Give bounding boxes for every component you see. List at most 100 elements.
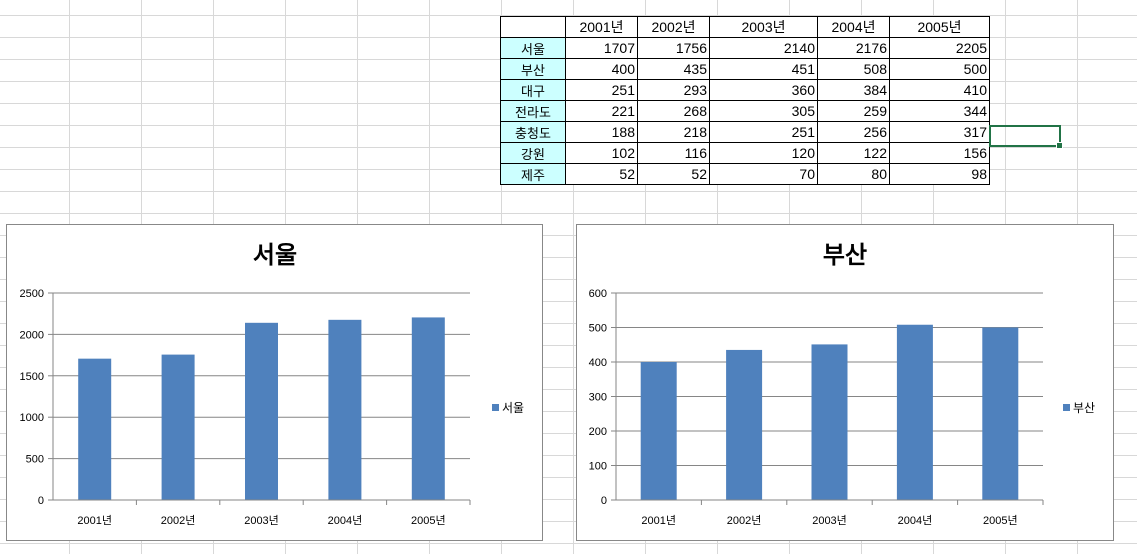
value-cell[interactable]: 122 xyxy=(817,142,890,164)
value-cell[interactable]: 120 xyxy=(709,142,818,164)
table-row: 부산 400 435 451 508 500 xyxy=(500,58,990,80)
y-tick-label: 0 xyxy=(38,495,44,507)
value-cell[interactable]: 500 xyxy=(889,58,990,80)
row-header-cell[interactable]: 대구 xyxy=(500,79,566,101)
y-tick-label: 100 xyxy=(589,461,607,473)
value-cell[interactable]: 508 xyxy=(817,58,890,80)
y-tick-label: 500 xyxy=(589,323,607,335)
value-cell[interactable]: 1707 xyxy=(565,37,638,59)
value-cell[interactable]: 116 xyxy=(637,142,710,164)
value-cell[interactable]: 98 xyxy=(889,163,990,185)
row-header-cell[interactable]: 전라도 xyxy=(500,100,566,122)
table-row: 전라도 221 268 305 259 344 xyxy=(500,100,990,122)
value-cell[interactable]: 259 xyxy=(817,100,890,122)
bar[interactable] xyxy=(896,324,933,500)
x-tick-label: 2003년 xyxy=(244,514,279,527)
value-cell[interactable]: 293 xyxy=(637,79,710,101)
value-cell[interactable]: 52 xyxy=(637,163,710,185)
y-tick-label: 300 xyxy=(589,392,607,404)
header-cell[interactable]: 2003년 xyxy=(709,16,818,38)
value-cell[interactable]: 80 xyxy=(817,163,890,185)
value-cell[interactable]: 2176 xyxy=(817,37,890,59)
header-cell[interactable]: 2001년 xyxy=(565,16,638,38)
x-tick-label: 2004년 xyxy=(328,514,363,527)
x-tick-label: 2004년 xyxy=(898,514,933,527)
bar[interactable] xyxy=(726,349,763,500)
x-tick-label: 2002년 xyxy=(727,514,762,527)
data-table: 2001년 2002년 2003년 2004년 2005년 서울 1707 17… xyxy=(500,16,990,185)
value-cell[interactable]: 400 xyxy=(565,58,638,80)
header-cell-corner[interactable] xyxy=(500,16,566,38)
table-row: 서울 1707 1756 2140 2176 2205 xyxy=(500,37,990,59)
chart-seoul-svg: 서울 0 500 1000 1500 2000 2500 2001년 2002년 2003년 200… xyxy=(20,241,525,527)
active-cell-selection[interactable] xyxy=(989,125,1063,149)
header-cell[interactable]: 2004년 xyxy=(817,16,890,38)
value-cell[interactable]: 268 xyxy=(637,100,710,122)
header-cell[interactable]: 2005년 xyxy=(889,16,990,38)
legend-label: 서울 xyxy=(502,401,524,415)
x-tick-label: 2005년 xyxy=(983,514,1018,527)
chart-title: 서울 xyxy=(253,241,297,269)
value-cell[interactable]: 2140 xyxy=(709,37,818,59)
value-cell[interactable]: 52 xyxy=(565,163,638,185)
bar[interactable] xyxy=(245,322,278,500)
header-cell[interactable]: 2002년 xyxy=(637,16,710,38)
row-header-cell[interactable]: 부산 xyxy=(500,58,566,80)
y-tick-label: 500 xyxy=(26,454,44,466)
table-header-row: 2001년 2002년 2003년 2004년 2005년 xyxy=(500,16,990,38)
x-tick-label: 2002년 xyxy=(161,514,196,527)
row-header-cell[interactable]: 충청도 xyxy=(500,121,566,143)
legend-label: 부산 xyxy=(1073,401,1095,415)
y-tick-label: 200 xyxy=(589,426,607,438)
y-tick-label: 0 xyxy=(601,495,607,507)
legend-swatch xyxy=(492,404,499,411)
y-tick-label: 400 xyxy=(589,357,607,369)
bar[interactable] xyxy=(411,317,445,500)
x-tick-label: 2005년 xyxy=(411,514,446,527)
table-row: 대구 251 293 360 384 410 xyxy=(500,79,990,101)
chart-busan-svg: 부산 0 100 200 300 400 500 600 2001년 2002년 2003년 2004… xyxy=(589,241,1095,527)
value-cell[interactable]: 251 xyxy=(565,79,638,101)
value-cell[interactable]: 317 xyxy=(889,121,990,143)
y-tick-label: 2000 xyxy=(20,329,44,341)
bar[interactable] xyxy=(161,354,195,500)
value-cell[interactable]: 221 xyxy=(565,100,638,122)
row-header-cell[interactable]: 제주 xyxy=(500,163,566,185)
value-cell[interactable]: 1756 xyxy=(637,37,710,59)
value-cell[interactable]: 305 xyxy=(709,100,818,122)
value-cell[interactable]: 344 xyxy=(889,100,990,122)
y-tick-label: 2500 xyxy=(20,288,44,300)
table-row: 제주 52 52 70 80 98 xyxy=(500,163,990,185)
chart-busan[interactable]: 부산 0 100 200 300 400 500 600 2001년 2002년 2003년 2004… xyxy=(576,224,1114,541)
value-cell[interactable]: 360 xyxy=(709,79,818,101)
chart-title: 부산 xyxy=(823,241,867,269)
row-header-cell[interactable]: 서울 xyxy=(500,37,566,59)
value-cell[interactable]: 70 xyxy=(709,163,818,185)
chart-seoul[interactable]: 서울 0 500 1000 1500 2000 2500 2001년 2002년 2003년 200… xyxy=(6,224,543,541)
bar[interactable] xyxy=(982,327,1019,501)
bar[interactable] xyxy=(811,344,848,500)
value-cell[interactable]: 156 xyxy=(889,142,990,164)
value-cell[interactable]: 451 xyxy=(709,58,818,80)
bar[interactable] xyxy=(640,362,677,500)
bar[interactable] xyxy=(328,319,362,500)
y-tick-label: 1000 xyxy=(20,412,44,424)
y-tick-label: 1500 xyxy=(20,371,44,383)
row-header-cell[interactable]: 강원 xyxy=(500,142,566,164)
y-tick-label: 600 xyxy=(589,288,607,300)
x-tick-label: 2003년 xyxy=(812,514,847,527)
value-cell[interactable]: 188 xyxy=(565,121,638,143)
value-cell[interactable]: 256 xyxy=(817,121,890,143)
value-cell[interactable]: 384 xyxy=(817,79,890,101)
value-cell[interactable]: 218 xyxy=(637,121,710,143)
value-cell[interactable]: 435 xyxy=(637,58,710,80)
table-row: 충청도 188 218 251 256 317 xyxy=(500,121,990,143)
value-cell[interactable]: 251 xyxy=(709,121,818,143)
value-cell[interactable]: 410 xyxy=(889,79,990,101)
legend-swatch xyxy=(1063,404,1070,411)
value-cell[interactable]: 2205 xyxy=(889,37,990,59)
x-tick-label: 2001년 xyxy=(77,514,112,527)
x-tick-label: 2001년 xyxy=(641,514,676,527)
bar[interactable] xyxy=(78,358,112,500)
value-cell[interactable]: 102 xyxy=(565,142,638,164)
